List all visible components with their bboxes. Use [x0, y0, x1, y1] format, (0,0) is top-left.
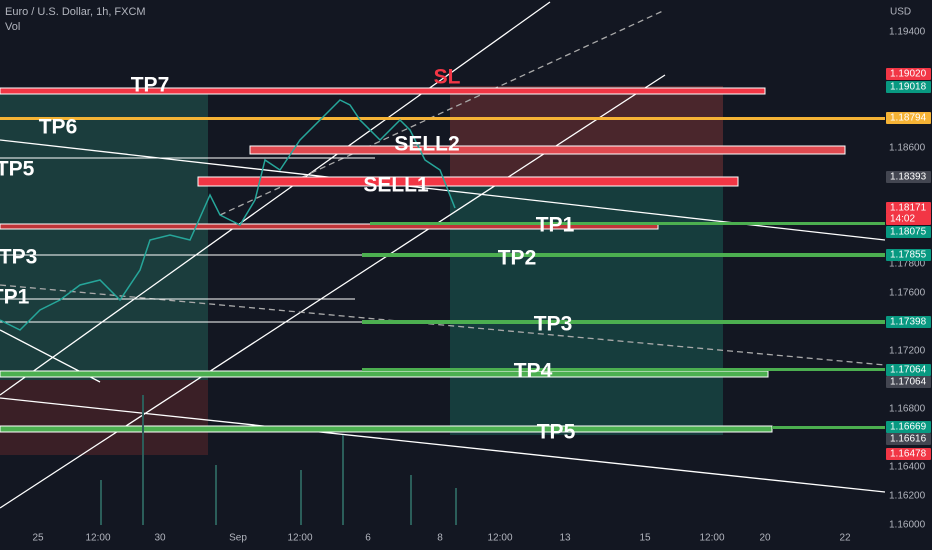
annotation: TP1 [0, 286, 30, 309]
price-tick: 1.18600 [889, 143, 926, 154]
annotation: SELL1 [363, 174, 429, 197]
price-tick: 1.16800 [889, 404, 926, 415]
time-tick: 25 [32, 533, 44, 544]
time-tick: 12:00 [85, 533, 110, 544]
annotation: SL [434, 66, 461, 89]
loss-zone [450, 86, 723, 178]
price-tag-bg [886, 226, 931, 238]
price-tag-bg [886, 171, 931, 183]
annotation: TP1 [536, 214, 575, 237]
price-tag-bg [886, 202, 931, 214]
price-path [0, 99, 456, 331]
time-tick: 6 [365, 533, 371, 544]
time-tick: 12:00 [487, 533, 512, 544]
price-tag: 1.17398 [890, 317, 927, 328]
annotation: TP5 [537, 421, 576, 444]
price-tick: 1.17800 [889, 259, 926, 270]
price-tag: 1.16478 [890, 449, 927, 460]
time-tick: 15 [639, 533, 651, 544]
price-tag-bg [886, 421, 931, 433]
annotation: TP6 [39, 116, 78, 139]
levels [0, 87, 885, 433]
trend-lines [0, 1, 886, 509]
price-tag-bg [886, 364, 931, 376]
price-tag-bg [886, 112, 931, 124]
time-tick: 20 [759, 533, 771, 544]
price-tick: 1.16000 [889, 520, 926, 531]
price-tick: 1.16200 [889, 491, 926, 502]
price-tag-bg [886, 316, 931, 328]
time-tick: 12:00 [287, 533, 312, 544]
price-tag: 1.18794 [890, 113, 927, 124]
price-tag-bg [886, 213, 931, 225]
price-tag: 1.16669 [890, 422, 927, 433]
price-tag: 1.18075 [890, 227, 927, 238]
profit-zone [450, 178, 723, 435]
time-tick: 22 [839, 533, 851, 544]
price-tag: 14:02 [890, 214, 915, 225]
annotation: SELL2 [394, 133, 459, 156]
time-tick: 13 [559, 533, 571, 544]
loss-zone [0, 380, 208, 455]
price-tag-bg [886, 68, 931, 80]
price-tag-bg [886, 433, 931, 445]
price-tick: 1.17600 [889, 288, 926, 299]
price-tag: 1.19018 [890, 82, 927, 93]
annotation: TP7 [131, 74, 170, 97]
symbol: Euro / U.S. Dollar, 1h, FXCM [5, 6, 146, 18]
currency: USD [890, 7, 911, 18]
price-tag-bg [886, 249, 931, 261]
price-tag: 1.18171 [890, 203, 927, 214]
volume [100, 395, 457, 525]
profit-zone [0, 88, 208, 380]
price-tag-bg [886, 376, 931, 388]
time-tick: Sep [229, 533, 247, 544]
annotation: TP3 [0, 246, 37, 269]
time-tick: 8 [437, 533, 443, 544]
indicator: Vol [5, 21, 20, 33]
annotation: TP2 [498, 247, 537, 270]
time-tick: 12:00 [699, 533, 724, 544]
price-tick: 1.16400 [889, 462, 926, 473]
price-tag: 1.18393 [890, 172, 927, 183]
price-tag: 1.17064 [890, 365, 927, 376]
time-tick: 30 [154, 533, 166, 544]
price-tag-bg [886, 81, 931, 93]
price-tag-bg [886, 448, 931, 460]
price-tag: 1.16616 [890, 434, 927, 445]
annotation: TP3 [534, 313, 573, 336]
price-tag: 1.17855 [890, 250, 927, 261]
price-tick: 1.17200 [889, 346, 926, 357]
annotation: TP4 [514, 360, 553, 383]
price-tag: 1.17064 [890, 377, 927, 388]
price-tick: 1.19400 [889, 27, 926, 38]
price-tag: 1.19020 [890, 69, 927, 80]
annotation: TP5 [0, 158, 35, 181]
